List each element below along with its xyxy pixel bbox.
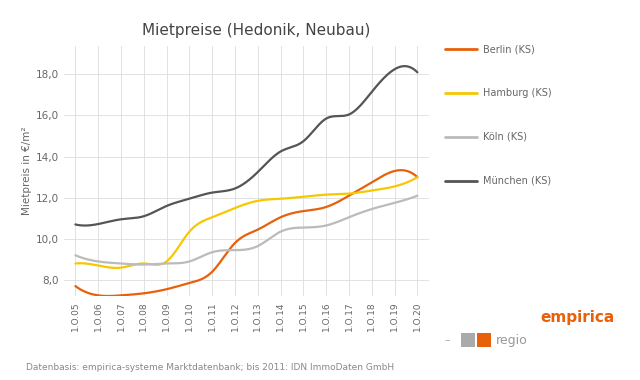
Hamburg (KS): [113, 266, 121, 270]
Hamburg (KS): [113, 266, 120, 270]
Hamburg (KS): [319, 193, 327, 197]
Line: München (KS): München (KS): [76, 66, 417, 226]
Text: München (KS): München (KS): [483, 176, 551, 185]
München (KS): [287, 145, 295, 149]
Text: regio: regio: [496, 334, 528, 347]
Hamburg (KS): [321, 192, 329, 197]
Berlin (KS): [184, 281, 191, 286]
Text: Hamburg (KS): Hamburg (KS): [483, 88, 552, 98]
Köln (KS): [287, 226, 295, 231]
München (KS): [113, 218, 121, 222]
Hamburg (KS): [413, 175, 421, 179]
Hamburg (KS): [287, 196, 295, 200]
Berlin (KS): [321, 205, 329, 210]
Line: Berlin (KS): Berlin (KS): [76, 170, 417, 296]
München (KS): [81, 223, 89, 228]
Hamburg (KS): [184, 231, 191, 236]
München (KS): [208, 190, 216, 195]
München (KS): [319, 119, 327, 123]
Berlin (KS): [397, 168, 405, 173]
Köln (KS): [319, 224, 327, 228]
Text: –: –: [445, 335, 451, 345]
Text: Mietpreise (Hedonik, Neubau): Mietpreise (Hedonik, Neubau): [142, 23, 370, 38]
München (KS): [184, 197, 191, 201]
Berlin (KS): [113, 293, 121, 298]
Line: Hamburg (KS): Hamburg (KS): [76, 177, 417, 268]
Berlin (KS): [72, 284, 79, 288]
Line: Köln (KS): Köln (KS): [76, 196, 417, 264]
Köln (KS): [321, 223, 329, 228]
Köln (KS): [138, 262, 146, 267]
München (KS): [401, 64, 408, 68]
Text: Köln (KS): Köln (KS): [483, 132, 527, 142]
Berlin (KS): [413, 175, 421, 179]
Hamburg (KS): [208, 215, 216, 220]
München (KS): [72, 222, 79, 227]
Köln (KS): [208, 250, 216, 255]
Berlin (KS): [208, 270, 216, 274]
Berlin (KS): [104, 294, 112, 298]
München (KS): [321, 117, 329, 122]
Köln (KS): [413, 193, 421, 198]
Berlin (KS): [287, 211, 295, 216]
Köln (KS): [184, 260, 191, 264]
Hamburg (KS): [72, 261, 79, 266]
Y-axis label: Mietpreis in €/m²: Mietpreis in €/m²: [22, 127, 32, 215]
Text: Datenbasis: empirica-systeme Marktdatenbank; bis 2011: IDN ImmoDaten GmbH: Datenbasis: empirica-systeme Marktdatenb…: [26, 363, 394, 372]
Text: empirica: empirica: [540, 310, 614, 325]
München (KS): [413, 70, 421, 74]
Köln (KS): [72, 253, 79, 258]
Text: Berlin (KS): Berlin (KS): [483, 44, 535, 54]
Köln (KS): [113, 261, 120, 266]
Berlin (KS): [319, 206, 327, 210]
